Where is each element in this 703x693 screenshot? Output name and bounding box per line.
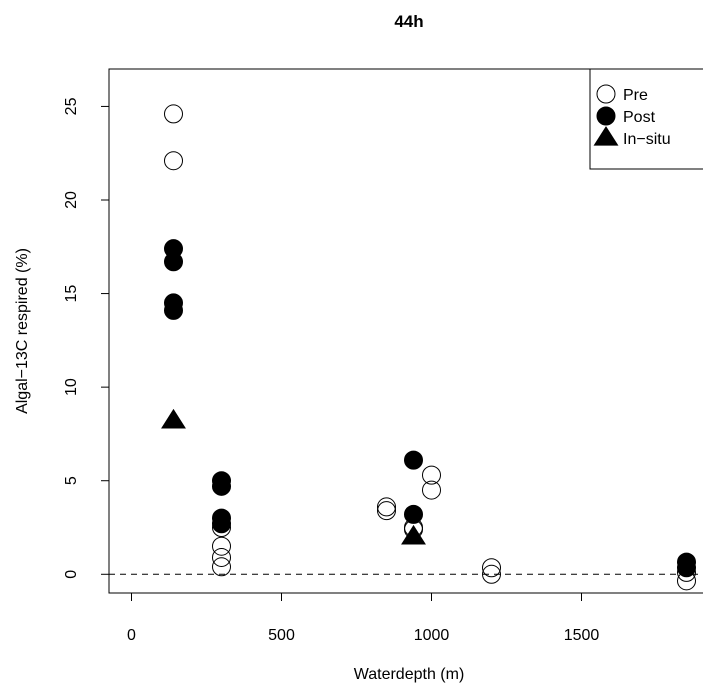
post-point [404, 504, 423, 524]
y-tick-label: 15 [63, 285, 80, 303]
legend-marker-in-situ [593, 126, 619, 146]
pre-point [422, 465, 441, 485]
pre-point [377, 497, 396, 517]
x-tick-label: 0 [127, 627, 136, 644]
x-tick-label: 1500 [564, 627, 600, 644]
y-tick-label: 10 [63, 378, 80, 396]
legend-label-in-situ: In−situ [623, 131, 671, 148]
legend-marker-post [596, 106, 616, 126]
post-point [164, 300, 183, 320]
y-tick-label: 25 [63, 97, 80, 115]
pre-point [212, 557, 231, 577]
x-tick-label: 500 [268, 627, 295, 644]
y-axis-label: Algal−13C respired (%) [14, 248, 31, 414]
y-tick-label: 5 [63, 476, 80, 485]
legend-marker-pre [596, 84, 616, 104]
in-situ-point [401, 524, 426, 545]
in-situ-point [161, 408, 186, 429]
pre-point [422, 480, 441, 500]
y-axis: 0 5 10 15 20 25 [63, 97, 110, 579]
data-points [161, 104, 696, 591]
chart-title: 44h [394, 12, 423, 31]
post-point [404, 450, 423, 470]
y-tick-label: 20 [63, 191, 80, 209]
legend-label-pre: Pre [623, 87, 648, 104]
legend: Pre Post In−situ [589, 68, 703, 170]
x-axis-label: Waterdepth (m) [354, 666, 465, 683]
pre-point [482, 558, 501, 578]
pre-point [212, 547, 231, 567]
pre-point [164, 104, 183, 124]
x-axis: 0 500 1000 1500 [127, 592, 600, 644]
legend-label-post: Post [623, 109, 656, 126]
pre-point [482, 564, 501, 584]
pre-point [377, 501, 396, 521]
pre-point [212, 536, 231, 556]
x-tick-label: 1000 [414, 627, 450, 644]
post-point [212, 476, 231, 496]
post-point [164, 252, 183, 272]
post-point [212, 514, 231, 534]
y-tick-label: 0 [63, 570, 80, 579]
post-point [677, 558, 696, 578]
pre-point [164, 151, 183, 171]
